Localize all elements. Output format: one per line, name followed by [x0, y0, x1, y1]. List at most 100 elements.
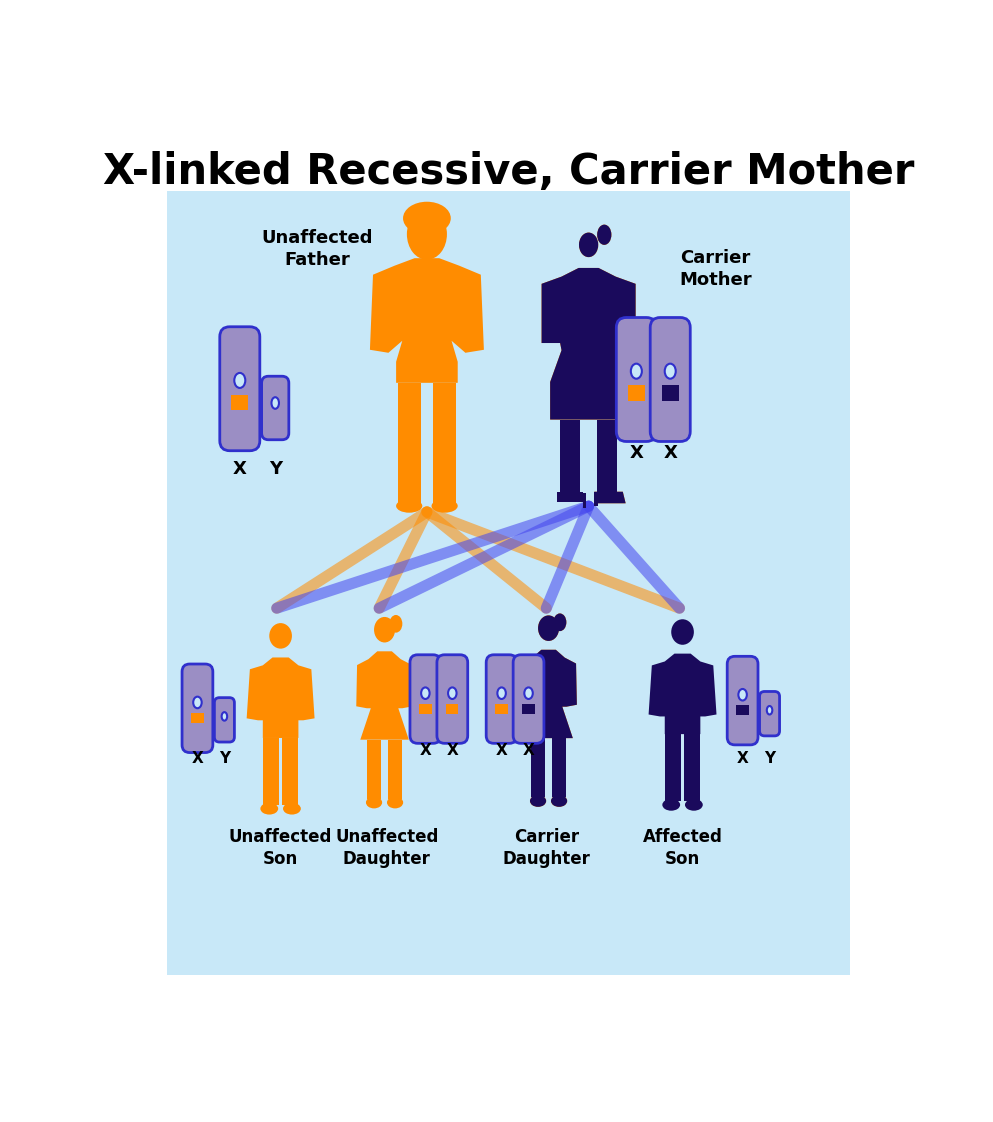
Ellipse shape	[387, 797, 403, 808]
Polygon shape	[263, 738, 279, 804]
Ellipse shape	[551, 795, 567, 807]
Bar	[192, 712, 204, 723]
FancyBboxPatch shape	[650, 318, 690, 441]
Ellipse shape	[553, 614, 566, 631]
Ellipse shape	[389, 615, 402, 633]
FancyBboxPatch shape	[261, 376, 289, 440]
FancyBboxPatch shape	[410, 655, 441, 744]
Ellipse shape	[579, 232, 598, 257]
Polygon shape	[664, 734, 681, 801]
Polygon shape	[541, 268, 636, 420]
Bar	[661, 385, 678, 401]
Polygon shape	[388, 739, 402, 799]
Text: Unaffected
Son: Unaffected Son	[229, 828, 333, 867]
Text: Carrier
Daughter: Carrier Daughter	[502, 828, 590, 867]
Polygon shape	[597, 420, 617, 491]
Polygon shape	[594, 491, 626, 504]
Text: X: X	[663, 444, 677, 462]
Ellipse shape	[597, 224, 612, 245]
Text: Unaffected
Daughter: Unaffected Daughter	[336, 828, 439, 867]
Ellipse shape	[530, 795, 546, 807]
FancyBboxPatch shape	[727, 656, 758, 745]
Bar	[419, 703, 432, 714]
FancyBboxPatch shape	[437, 655, 468, 744]
Text: Y: Y	[218, 751, 230, 765]
Ellipse shape	[524, 688, 533, 699]
Ellipse shape	[631, 364, 641, 379]
Ellipse shape	[497, 688, 505, 699]
Bar	[594, 491, 598, 506]
Polygon shape	[531, 738, 545, 797]
Text: X: X	[737, 751, 749, 765]
Text: Y: Y	[764, 751, 776, 765]
Polygon shape	[541, 268, 636, 420]
Ellipse shape	[234, 373, 245, 388]
Bar	[737, 705, 749, 715]
Ellipse shape	[221, 712, 227, 720]
Bar	[522, 703, 534, 714]
Ellipse shape	[366, 797, 382, 808]
Ellipse shape	[538, 615, 559, 641]
Bar	[583, 494, 587, 507]
Polygon shape	[684, 734, 700, 801]
Bar	[628, 385, 644, 401]
Polygon shape	[520, 650, 577, 738]
Text: X: X	[192, 751, 204, 765]
Polygon shape	[560, 420, 580, 491]
FancyBboxPatch shape	[513, 655, 544, 744]
Bar	[583, 494, 587, 507]
Ellipse shape	[407, 209, 447, 259]
Ellipse shape	[269, 623, 292, 649]
Text: X: X	[630, 444, 643, 462]
Ellipse shape	[421, 688, 430, 699]
Polygon shape	[557, 491, 583, 502]
FancyBboxPatch shape	[617, 318, 656, 441]
Text: Carrier
Mother: Carrier Mother	[679, 249, 752, 288]
Polygon shape	[594, 491, 626, 504]
Ellipse shape	[448, 688, 457, 699]
Polygon shape	[520, 650, 577, 738]
FancyBboxPatch shape	[760, 691, 780, 736]
Polygon shape	[560, 420, 580, 491]
Ellipse shape	[739, 689, 747, 700]
Bar	[446, 703, 459, 714]
Ellipse shape	[283, 802, 301, 815]
Ellipse shape	[664, 364, 675, 379]
Ellipse shape	[579, 232, 598, 257]
Text: X: X	[233, 460, 246, 478]
Ellipse shape	[271, 397, 279, 408]
Bar	[589, 188, 935, 1036]
Polygon shape	[557, 491, 583, 502]
FancyBboxPatch shape	[487, 655, 517, 744]
Polygon shape	[246, 657, 315, 738]
Text: X-linked Recessive, Carrier Mother: X-linked Recessive, Carrier Mother	[103, 150, 915, 193]
Ellipse shape	[260, 802, 278, 815]
Polygon shape	[552, 738, 566, 797]
Polygon shape	[597, 420, 617, 491]
Bar	[594, 491, 598, 506]
Text: X: X	[522, 743, 534, 758]
Text: Unaffected
Father: Unaffected Father	[262, 229, 373, 269]
Polygon shape	[370, 258, 484, 383]
Bar	[496, 703, 507, 714]
Ellipse shape	[553, 614, 566, 631]
Bar	[168, 191, 850, 975]
Text: Y: Y	[269, 460, 282, 478]
Polygon shape	[366, 739, 381, 799]
Text: X: X	[419, 743, 431, 758]
Ellipse shape	[432, 499, 458, 513]
Ellipse shape	[403, 202, 451, 234]
Bar	[231, 395, 248, 410]
Bar	[548, 519, 857, 1059]
Ellipse shape	[597, 224, 612, 245]
Ellipse shape	[685, 799, 703, 811]
Ellipse shape	[671, 619, 694, 645]
Polygon shape	[356, 651, 413, 739]
Polygon shape	[397, 383, 421, 503]
Text: X: X	[447, 743, 458, 758]
Text: Affected
Son: Affected Son	[642, 828, 723, 867]
Polygon shape	[282, 738, 298, 804]
Ellipse shape	[767, 706, 773, 715]
Polygon shape	[552, 738, 566, 797]
Ellipse shape	[551, 795, 567, 807]
